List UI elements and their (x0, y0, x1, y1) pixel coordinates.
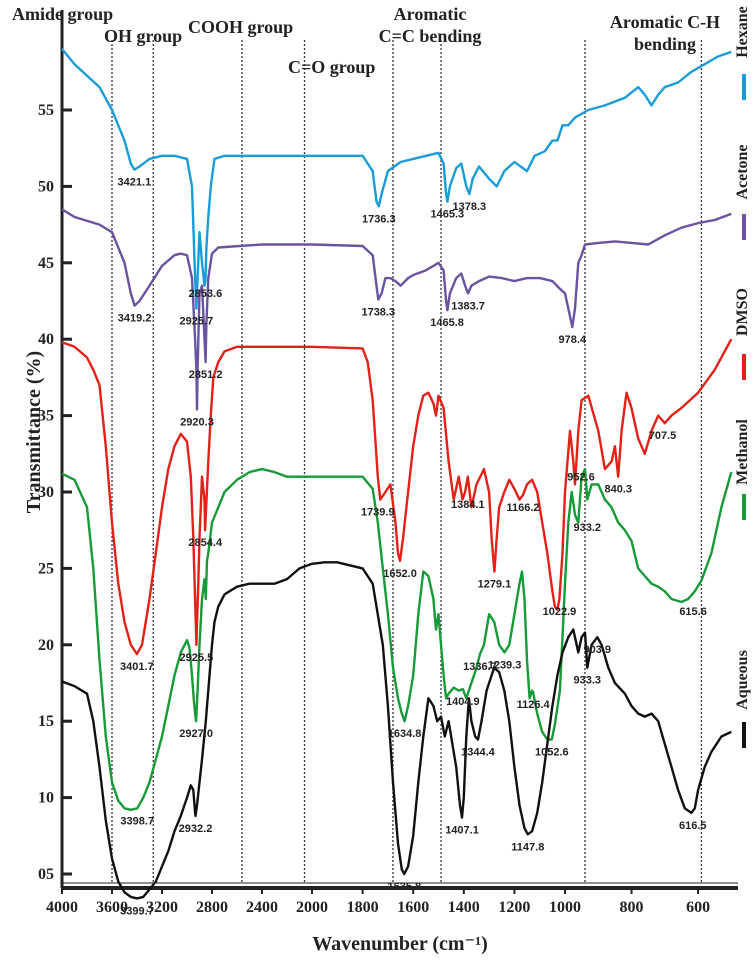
y-tick-label: 10 (38, 790, 54, 807)
peak-label: 1634.8 (388, 728, 422, 740)
peak-label: 2851.2 (189, 369, 223, 381)
group-label: Amide group (12, 4, 113, 24)
peak-label: 1126.4 (517, 699, 551, 711)
plot-frame (60, 10, 738, 890)
y-tick-label: 50 (38, 178, 54, 195)
series-line-methanol (61, 467, 733, 811)
series-line-aqueous (61, 561, 732, 900)
peak-label: 933.2 (574, 522, 602, 534)
peak-label: 1736.3 (362, 213, 396, 225)
peak-label: 1336.7 (463, 661, 497, 673)
peak-label: 1635.8 (388, 881, 422, 893)
peak-label: 903.9 (584, 644, 612, 656)
peak-label: 1384.1 (451, 499, 485, 511)
group-label: Aromatic C-H (610, 12, 720, 32)
y-tick-label: 30 (38, 484, 54, 501)
peak-label: 1404.9 (446, 696, 480, 708)
peak-label: 1166.2 (506, 502, 539, 514)
peak-label: 1407.1 (445, 824, 479, 836)
group-label: Aromatic (394, 4, 467, 24)
x-tick-label: 2800 (196, 899, 228, 916)
peak-label: 978.4 (559, 334, 587, 346)
peak-label: 1279.1 (478, 578, 512, 590)
x-tick-label: 1400 (448, 899, 480, 916)
series-line-hexane (61, 48, 732, 310)
y-axis-title: Transmittance (%) (23, 351, 45, 513)
group-label: OH group (104, 26, 182, 46)
series-line-acetone (61, 208, 732, 411)
x-tick-label: 2400 (246, 899, 278, 916)
x-tick-label: 1000 (549, 899, 581, 916)
y-tick-label: 25 (38, 560, 54, 577)
legend-label-hexane: Hexane (734, 6, 751, 58)
x-tick-label: 600 (686, 899, 710, 916)
group-label: bending (634, 34, 696, 54)
peak-label: 2920.3 (180, 416, 214, 428)
x-tick-label: 2000 (296, 899, 328, 916)
peak-label: 1344.4 (461, 747, 496, 759)
peak-label: 3398.7 (120, 815, 154, 827)
x-tick-label: 800 (620, 899, 644, 916)
peak-label: 1383.7 (451, 300, 485, 312)
peak-label: 2925.5 (180, 652, 214, 664)
peak-label: 933.3 (574, 675, 602, 687)
peak-label: 1022.9 (543, 606, 577, 618)
peak-label: 1738.3 (361, 306, 395, 318)
x-tick-label: 1200 (498, 899, 530, 916)
peak-label: 615.6 (679, 606, 707, 618)
x-tick-label: 1800 (347, 899, 379, 916)
x-tick-label: 1600 (397, 899, 429, 916)
peak-label: 3399.7 (120, 905, 154, 917)
legend-label-methanol: Methanol (734, 419, 751, 485)
peak-label: 1652.0 (383, 568, 417, 580)
peak-label: 616.5 (679, 820, 707, 832)
y-axis-ticks: 05 10 15 20 25 30 35 40 45 50 55 (38, 102, 72, 883)
peak-label: 1465.8 (430, 317, 464, 329)
peak-label: 2853.6 (189, 288, 223, 300)
group-label: COOH group (188, 17, 293, 37)
y-tick-label: 55 (38, 102, 54, 119)
series-line-dmso (61, 338, 733, 656)
x-tick-label: 3200 (146, 899, 178, 916)
legend: Hexane Acetone DMSO Methanol Aqueous (734, 6, 751, 748)
peak-label: 3401.7 (120, 661, 154, 673)
y-tick-label: 15 (38, 713, 54, 730)
peak-label: 707.5 (649, 430, 677, 442)
x-axis-title: Wavenumber (cm⁻¹) (312, 933, 488, 955)
peak-label: 1378.3 (453, 201, 487, 213)
peak-label: 3419.2 (118, 313, 152, 325)
peak-label: 1239.3 (488, 659, 522, 671)
y-tick-label: 35 (38, 408, 54, 425)
y-tick-label: 20 (38, 637, 54, 654)
peak-label: 2932.2 (179, 823, 213, 835)
x-tick-label: 4000 (46, 899, 78, 916)
peak-label: 1052.6 (535, 747, 569, 759)
legend-label-dmso: DMSO (734, 288, 751, 336)
group-label: C=C bending (379, 26, 482, 46)
x-axis-ticks: 4000 3600 3200 2800 2400 2000 1800 1600 1400 1200… (46, 888, 710, 916)
peak-label: 1147.8 (511, 841, 544, 853)
legend-label-aqueous: Aqueous (734, 650, 751, 710)
peak-label: 1739.9 (361, 507, 395, 519)
y-tick-label: 05 (38, 866, 54, 883)
x-tick-label: 3600 (96, 899, 128, 916)
series-lines (61, 48, 733, 900)
peak-label: 3421.1 (118, 177, 152, 189)
peak-label: 2927.0 (179, 728, 213, 740)
peak-label: 2854.4 (188, 537, 223, 549)
y-tick-label: 45 (38, 255, 54, 272)
y-tick-label: 40 (38, 331, 54, 348)
group-label: C=O group (288, 57, 375, 77)
legend-label-acetone: Acetone (734, 144, 751, 199)
peak-label: 2925.7 (180, 316, 214, 328)
peak-label: 1465.3 (431, 209, 465, 221)
peak-label: 952.6 (567, 471, 595, 483)
peak-label: 840.3 (604, 484, 632, 496)
